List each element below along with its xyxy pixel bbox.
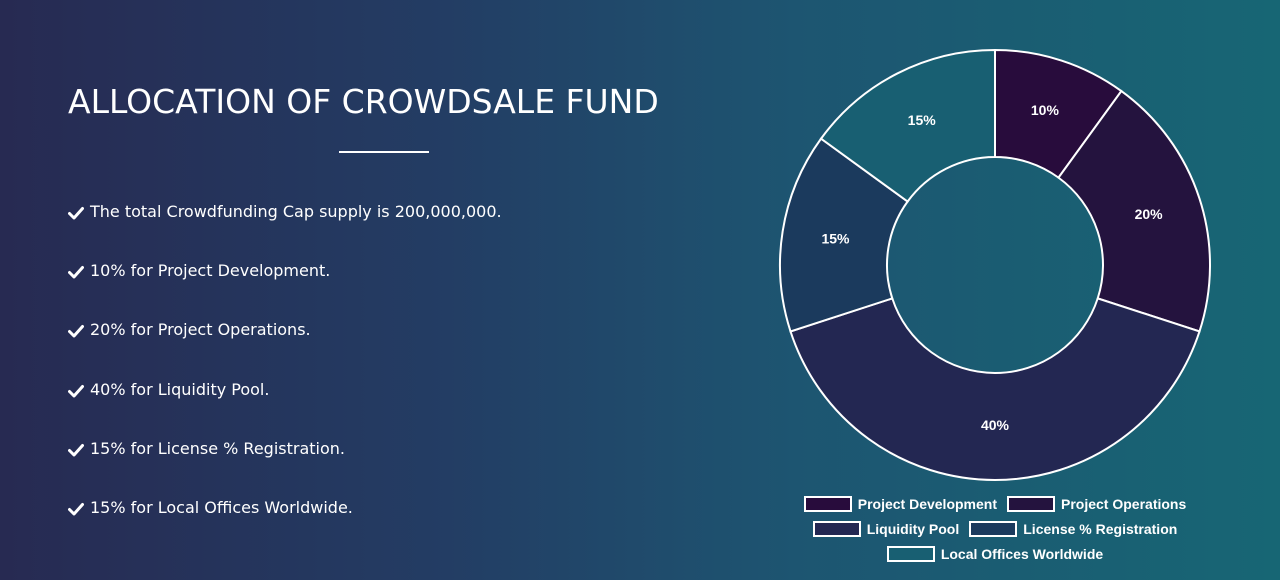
slice-label-project-development: 10% [1031,102,1060,118]
list-item: 40% for Liquidity Pool. [68,380,502,439]
list-item-text: 40% for Liquidity Pool. [90,379,270,399]
list-item: 15% for License % Registration. [68,439,502,498]
list-item: 10% for Project Development. [68,261,502,320]
slice-liquidity-pool [789,297,1201,481]
check-icon [68,383,84,399]
check-icon [68,264,84,280]
legend-row: Local Offices Worldwide [770,541,1220,566]
list-item-text: 10% for Project Development. [90,261,331,281]
check-icon [68,205,84,221]
doughnut-chart-svg: 10% 20% 40% 15% 15% [779,48,1211,481]
list-item-text: 15% for Local Offices Worldwide. [90,497,353,517]
info-panel: ALLOCATION OF CROWDSALE FUND The total C… [68,0,708,580]
legend-swatch [803,495,852,512]
legend-swatch [812,520,861,537]
list-item: The total Crowdfunding Cap supply is 200… [68,202,502,261]
legend-swatch [969,520,1018,537]
legend-item-project-development: Project Development [803,495,997,512]
legend-row: Project Development Project Operations [770,491,1220,516]
slice-label-project-operations: 20% [1135,206,1164,222]
legend-swatch [886,545,935,562]
slice-license-registration [779,137,910,333]
legend-label: Liquidity Pool [866,520,960,537]
legend-item-liquidity-pool: Liquidity Pool [812,520,960,537]
list-item-text: 15% for License % Registration. [90,438,345,458]
legend-label: Project Development [857,495,997,512]
slice-local-offices-worldwide [819,48,996,203]
legend-item-project-operations: Project Operations [1007,495,1187,512]
list-item-text: The total Crowdfunding Cap supply is 200… [90,202,502,221]
legend-swatch [1007,495,1055,512]
chart-legend: Project Development Project Operations Liq… [770,491,1220,566]
slice-label-local-offices-worldwide: 15% [908,112,937,128]
title-divider [339,151,429,153]
slice-label-license-registration: 15% [821,230,850,246]
check-icon [68,501,84,517]
page-title: ALLOCATION OF CROWDSALE FUND [68,82,659,121]
check-icon [68,323,84,339]
slice-project-operations [1057,89,1211,333]
legend-item-license-registration: License % Registration [969,520,1178,537]
legend-item-local-offices-worldwide: Local Offices Worldwide [886,545,1104,562]
legend-label: License % Registration [1023,520,1178,537]
list-item: 20% for Project Operations. [68,320,502,379]
legend-label: Local Offices Worldwide [940,545,1104,562]
legend-label: Project Operations [1061,495,1187,512]
list-item-text: 20% for Project Operations. [90,320,311,340]
list-item: 15% for Local Offices Worldwide. [68,498,502,557]
allocation-list: The total Crowdfunding Cap supply is 200… [68,202,502,557]
legend-row: Liquidity Pool License % Registration [770,516,1220,541]
check-icon [68,442,84,458]
slice-label-liquidity-pool: 40% [981,417,1010,433]
doughnut-chart: 10% 20% 40% 15% 15% [770,40,1220,490]
